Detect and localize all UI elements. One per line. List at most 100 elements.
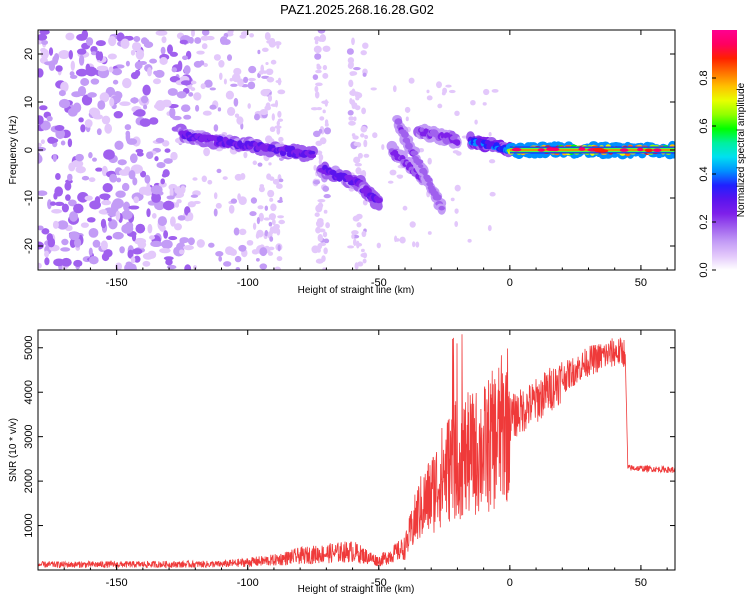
- spectrogram-cell: [596, 149, 609, 153]
- spectrogram-cell: [264, 205, 269, 211]
- spectrogram-cell: [415, 159, 424, 165]
- spectrogram-cell: [49, 201, 56, 206]
- spectrogram-cell: [323, 247, 328, 255]
- spectrogram-cell: [277, 89, 286, 95]
- spectrogram-cell: [268, 246, 275, 251]
- spectrogram-cell: [323, 238, 330, 244]
- spectrogram-cell: [445, 84, 452, 88]
- spectrogram-cell: [360, 50, 367, 56]
- spectrogram-cell: [277, 215, 284, 219]
- spectrogram-cell: [315, 69, 322, 74]
- spectrogram-cell: [60, 140, 66, 146]
- spectrogram-cell: [159, 57, 168, 65]
- spectrogram-cell: [128, 205, 140, 210]
- spectrogram-cell: [234, 255, 242, 263]
- spectrogram-cell: [276, 127, 281, 135]
- spectrogram-cell: [155, 30, 168, 36]
- spectrogram-cell: [87, 92, 97, 98]
- spectrogram-cell: [172, 115, 182, 121]
- spectrogram-cell: [354, 162, 362, 167]
- spectrogram-cell: [238, 196, 247, 205]
- spectrogram-cell: [276, 120, 280, 126]
- spectrogram-cell: [180, 80, 192, 86]
- spectrogram-cell: [362, 72, 367, 77]
- spectrogram-cell: [46, 115, 53, 122]
- spectrogram-cell: [359, 171, 365, 176]
- spectrogram-cell: [310, 154, 317, 159]
- spectrogram-cell: [156, 161, 166, 169]
- spectrogram-cell: [169, 107, 176, 119]
- spectrogram-cell: [55, 172, 61, 181]
- spectrogram-cell: [360, 248, 365, 253]
- spectrogram-cell: [188, 92, 194, 97]
- spectrogram-cell: [209, 104, 217, 110]
- spectrogram-cell: [162, 200, 175, 211]
- spectrogram-cell: [276, 43, 280, 49]
- spectrogram-cell: [314, 85, 319, 93]
- spectrogram-cell: [40, 47, 47, 53]
- spectrogram-cell: [404, 106, 411, 113]
- spectrogram-y-tick-label: 10: [23, 96, 35, 108]
- spectrogram-cell: [315, 82, 323, 87]
- spectrogram-cell: [161, 36, 167, 44]
- spectrogram-cell: [147, 67, 152, 77]
- spectrogram-cell: [87, 217, 96, 223]
- spectrogram-cell: [80, 222, 89, 228]
- spectrogram-cell: [351, 133, 356, 137]
- spectrogram-cell: [347, 245, 355, 249]
- spectrogram-cell: [130, 72, 139, 80]
- spectrogram-cell: [644, 148, 653, 153]
- spectrogram-cell: [252, 160, 258, 166]
- figure-title: PAZ1.2025.268.16.28.G02: [280, 2, 434, 17]
- spectrogram-cell: [143, 104, 148, 110]
- spectrogram-cell: [240, 172, 246, 180]
- spectrogram-cell: [38, 68, 44, 78]
- spectrogram-cell: [111, 68, 123, 76]
- spectrogram-cell: [130, 256, 136, 264]
- spectrogram-cell: [268, 221, 273, 227]
- spectrogram-cell: [637, 147, 644, 152]
- spectrogram-x-tick-label: 0: [507, 277, 513, 289]
- spectrogram-cell: [121, 182, 130, 192]
- spectrogram-cell: [127, 249, 134, 259]
- spectrogram-cell: [474, 119, 478, 125]
- spectrogram-cell: [274, 41, 282, 46]
- spectrogram-cell: [351, 230, 359, 235]
- spectrogram-cell: [78, 117, 84, 123]
- spectrogram-cell: [228, 204, 235, 214]
- spectrogram-cell: [442, 87, 448, 94]
- spectrogram-cell: [270, 203, 277, 212]
- spectrogram-cell: [133, 196, 140, 204]
- spectrogram-cell: [187, 237, 195, 246]
- spectrogram-cell: [363, 153, 370, 158]
- spectrogram-cell: [619, 148, 629, 152]
- spectrogram-cell: [193, 92, 202, 101]
- spectrogram-cell: [75, 166, 86, 174]
- spectrogram-cell: [169, 187, 174, 198]
- spectrogram-cell: [410, 150, 419, 156]
- spectrogram-cell: [351, 233, 355, 240]
- spectrogram-cell: [362, 42, 369, 49]
- spectrogram-cell: [88, 256, 99, 265]
- spectrogram-cell: [192, 177, 198, 181]
- spectrogram-cell: [38, 146, 47, 152]
- spectrogram-cell: [201, 43, 208, 50]
- spectrogram-cell: [353, 66, 361, 71]
- snr-x-tick-label: -50: [371, 577, 387, 589]
- spectrogram-cell: [73, 259, 83, 267]
- spectrogram-cell: [322, 185, 330, 192]
- spectrogram-cell: [180, 185, 186, 194]
- spectrogram-cell: [488, 131, 492, 137]
- spectrogram-cell: [269, 197, 274, 202]
- spectrogram-cell: [310, 107, 319, 111]
- spectrogram-cell: [268, 213, 276, 221]
- spectrogram-cell: [467, 238, 472, 243]
- spectrogram-cell: [44, 250, 50, 258]
- spectrogram-cell: [151, 193, 162, 203]
- spectrogram-cell: [433, 194, 442, 201]
- spectrogram-cell: [72, 102, 82, 113]
- spectrogram-cell: [405, 116, 409, 122]
- spectrogram-cell: [54, 201, 65, 207]
- spectrogram-cell: [196, 50, 205, 55]
- spectrogram-cell: [154, 156, 159, 162]
